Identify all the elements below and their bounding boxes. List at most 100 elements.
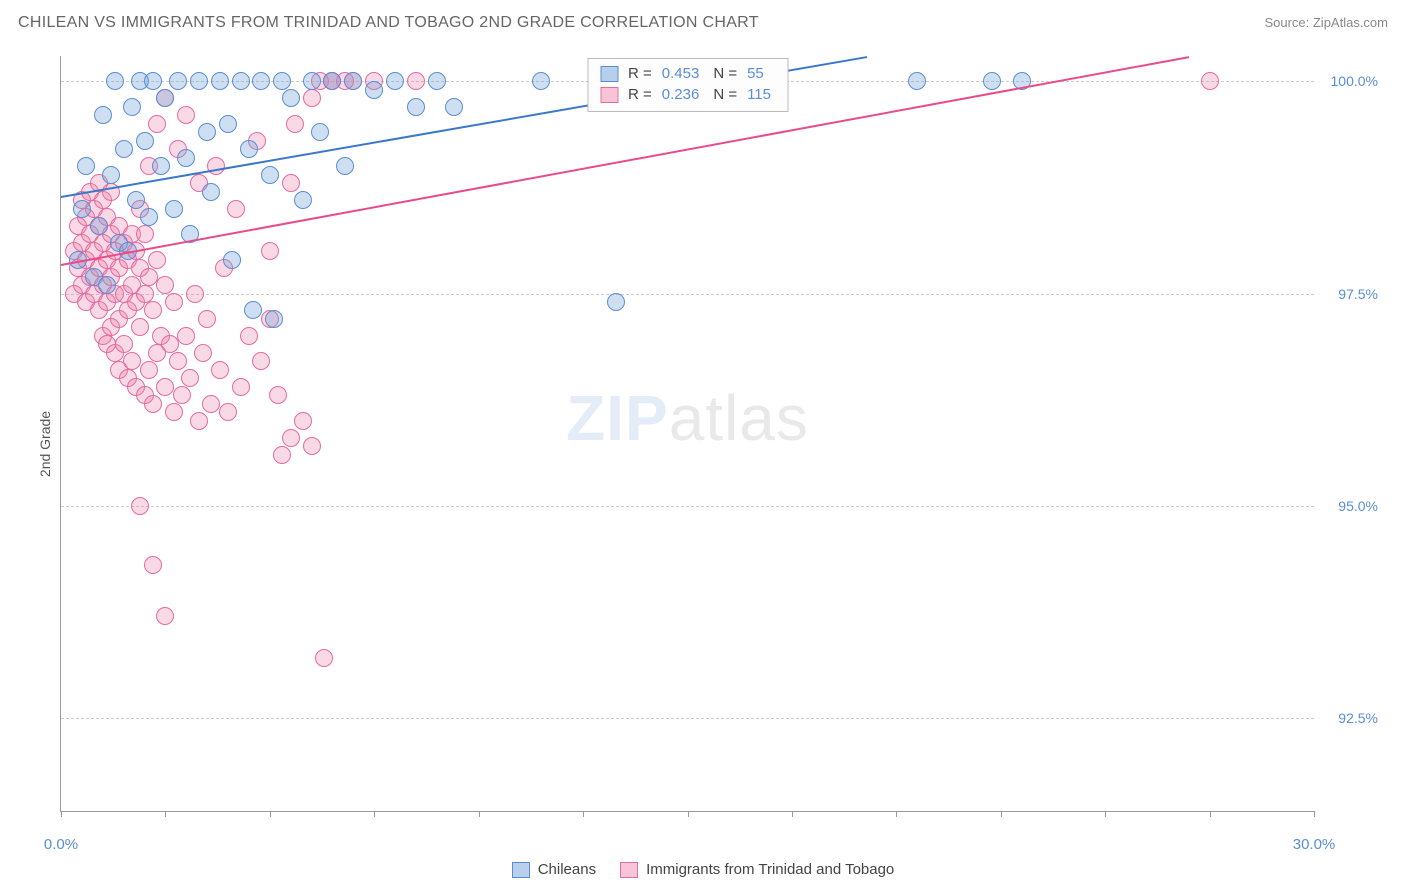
legend-label-trinidad: Immigrants from Trinidad and Tobago: [646, 861, 894, 878]
x-tick: [165, 811, 166, 817]
x-tick: [792, 811, 793, 817]
y-axis-label: 2nd Grade: [37, 411, 53, 477]
legend-n-pink: 115: [747, 86, 771, 103]
scatter-point: [98, 276, 116, 294]
scatter-point: [265, 310, 283, 328]
y-tick-label: 100.0%: [1331, 73, 1378, 89]
scatter-point: [336, 157, 354, 175]
gridline: [61, 506, 1314, 507]
scatter-point: [177, 106, 195, 124]
x-tick: [1314, 811, 1315, 817]
chart-area: 2nd Grade ZIPatlas R = 0.453 N = 55 R = …: [60, 56, 1384, 832]
scatter-point: [156, 607, 174, 625]
scatter-point: [77, 157, 95, 175]
scatter-point: [136, 225, 154, 243]
scatter-point: [194, 344, 212, 362]
scatter-point: [190, 412, 208, 430]
scatter-point: [148, 115, 166, 133]
scatter-point: [344, 72, 362, 90]
legend-r-label: R =: [628, 65, 652, 82]
legend-n-label: N =: [713, 86, 737, 103]
scatter-point: [211, 361, 229, 379]
legend-item-pink: Immigrants from Trinidad and Tobago: [620, 861, 894, 878]
scatter-point: [190, 72, 208, 90]
legend-n-label: N =: [713, 65, 737, 82]
scatter-point: [156, 276, 174, 294]
source-link[interactable]: ZipAtlas.com: [1313, 15, 1388, 30]
x-tick-label: 30.0%: [1293, 836, 1336, 853]
scatter-point: [140, 208, 158, 226]
y-tick-label: 97.5%: [1338, 286, 1378, 302]
x-tick: [270, 811, 271, 817]
scatter-point: [169, 72, 187, 90]
scatter-point: [177, 149, 195, 167]
scatter-point: [181, 369, 199, 387]
scatter-point: [261, 166, 279, 184]
plot-region: ZIPatlas R = 0.453 N = 55 R = 0.236 N = …: [60, 56, 1314, 812]
scatter-point: [273, 72, 291, 90]
scatter-point: [983, 72, 1001, 90]
watermark-atlas: atlas: [669, 382, 809, 454]
legend-row-blue: R = 0.453 N = 55: [600, 63, 775, 84]
series-legend: Chileans Immigrants from Trinidad and To…: [0, 861, 1406, 878]
scatter-point: [303, 437, 321, 455]
scatter-point: [115, 335, 133, 353]
scatter-point: [282, 429, 300, 447]
scatter-point: [136, 285, 154, 303]
gridline: [61, 294, 1314, 295]
scatter-point: [123, 352, 141, 370]
scatter-point: [198, 310, 216, 328]
scatter-point: [140, 361, 158, 379]
scatter-point: [161, 335, 179, 353]
scatter-point: [165, 293, 183, 311]
legend-swatch-pink: [600, 87, 618, 103]
scatter-point: [315, 649, 333, 667]
legend-item-blue: Chileans: [512, 861, 596, 878]
scatter-point: [131, 318, 149, 336]
scatter-point: [102, 166, 120, 184]
scatter-point: [186, 285, 204, 303]
x-tick: [688, 811, 689, 817]
scatter-point: [219, 403, 237, 421]
correlation-legend: R = 0.453 N = 55 R = 0.236 N = 115: [587, 58, 788, 112]
chart-header: CHILEAN VS IMMIGRANTS FROM TRINIDAD AND …: [0, 0, 1406, 46]
scatter-point: [232, 378, 250, 396]
scatter-point: [207, 157, 225, 175]
scatter-point: [311, 123, 329, 141]
gridline: [61, 718, 1314, 719]
scatter-point: [240, 327, 258, 345]
scatter-point: [1201, 72, 1219, 90]
x-tick: [479, 811, 480, 817]
scatter-point: [198, 123, 216, 141]
legend-r-label: R =: [628, 86, 652, 103]
scatter-point: [294, 412, 312, 430]
scatter-point: [115, 140, 133, 158]
x-tick: [374, 811, 375, 817]
scatter-point: [144, 301, 162, 319]
scatter-point: [173, 386, 191, 404]
scatter-point: [386, 72, 404, 90]
x-tick: [1210, 811, 1211, 817]
scatter-point: [240, 140, 258, 158]
x-tick-label: 0.0%: [44, 836, 78, 853]
scatter-point: [144, 72, 162, 90]
watermark-zip: ZIP: [566, 382, 669, 454]
legend-r-blue: 0.453: [662, 65, 700, 82]
legend-r-pink: 0.236: [662, 86, 700, 103]
scatter-point: [169, 352, 187, 370]
scatter-point: [261, 242, 279, 260]
scatter-point: [428, 72, 446, 90]
scatter-point: [303, 89, 321, 107]
legend-label-chileans: Chileans: [538, 861, 596, 878]
scatter-point: [252, 72, 270, 90]
scatter-point: [294, 191, 312, 209]
x-tick: [1001, 811, 1002, 817]
source-attribution: Source: ZipAtlas.com: [1264, 15, 1388, 30]
x-tick: [896, 811, 897, 817]
scatter-point: [165, 403, 183, 421]
scatter-point: [908, 72, 926, 90]
scatter-point: [152, 157, 170, 175]
scatter-point: [136, 132, 154, 150]
scatter-point: [244, 301, 262, 319]
scatter-point: [148, 251, 166, 269]
